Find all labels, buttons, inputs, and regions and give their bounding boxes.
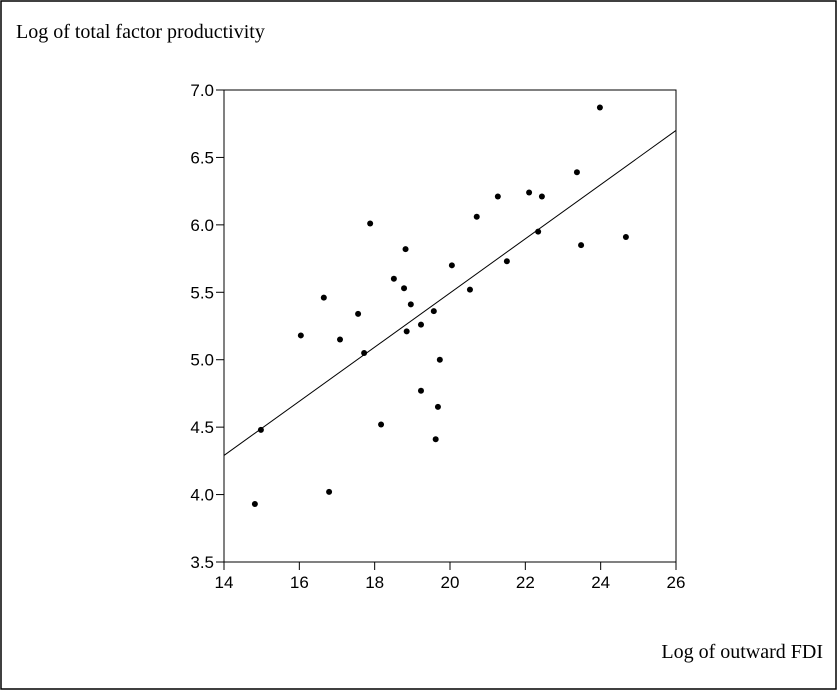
point bbox=[596, 104, 603, 111]
point bbox=[538, 193, 545, 200]
point bbox=[251, 501, 258, 508]
point bbox=[573, 169, 580, 176]
point bbox=[417, 387, 424, 394]
plot-area bbox=[223, 89, 677, 563]
point bbox=[430, 308, 437, 315]
point bbox=[434, 403, 441, 410]
y-tick-label: 4.0 bbox=[190, 486, 214, 505]
x-tick-label: 24 bbox=[591, 573, 610, 592]
point bbox=[320, 294, 327, 301]
point bbox=[473, 213, 480, 220]
point bbox=[403, 328, 410, 335]
y-tick-label: 6.5 bbox=[190, 148, 214, 167]
fit-line bbox=[223, 130, 677, 456]
point bbox=[390, 275, 397, 282]
x-tick-label: 20 bbox=[441, 573, 460, 592]
x-axis-label: Log of outward FDI bbox=[661, 641, 823, 663]
y-tick-label: 6.0 bbox=[190, 216, 214, 235]
point bbox=[402, 246, 409, 253]
point bbox=[378, 421, 385, 428]
x-tick-label: 16 bbox=[290, 573, 309, 592]
point bbox=[503, 258, 510, 265]
y-tick-label: 5.0 bbox=[190, 351, 214, 370]
point bbox=[401, 285, 408, 292]
y-tick-label: 5.5 bbox=[190, 283, 214, 302]
point bbox=[417, 321, 424, 328]
point bbox=[361, 349, 368, 356]
point bbox=[535, 228, 542, 235]
point bbox=[337, 336, 344, 343]
point bbox=[622, 233, 629, 240]
point bbox=[355, 310, 362, 317]
point bbox=[326, 488, 333, 495]
x-tick-label: 18 bbox=[365, 573, 384, 592]
point bbox=[297, 332, 304, 339]
x-tick-label: 26 bbox=[667, 573, 686, 592]
point bbox=[466, 286, 473, 293]
point bbox=[436, 356, 443, 363]
point bbox=[432, 436, 439, 443]
point bbox=[367, 220, 374, 227]
y-tick-label: 4.5 bbox=[190, 418, 214, 437]
y-axis-label: Log of total factor productivity bbox=[16, 21, 265, 43]
y-tick-label: 7.0 bbox=[190, 81, 214, 100]
point bbox=[578, 242, 585, 249]
point bbox=[448, 262, 455, 269]
x-tick-label: 14 bbox=[215, 573, 234, 592]
point bbox=[494, 193, 501, 200]
point bbox=[257, 426, 264, 433]
x-tick-label: 22 bbox=[516, 573, 535, 592]
y-tick-label: 3.5 bbox=[190, 553, 214, 572]
point bbox=[407, 301, 414, 308]
point bbox=[526, 189, 533, 196]
